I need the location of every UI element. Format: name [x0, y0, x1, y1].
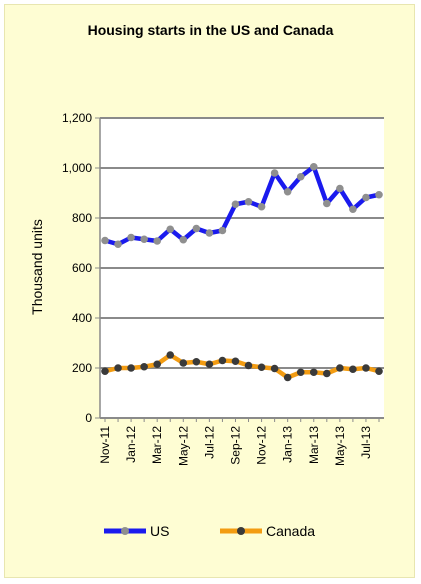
- series-layer: [101, 162, 383, 382]
- data-point-us: [192, 224, 201, 233]
- data-point-us: [349, 205, 357, 214]
- data-point-us: [270, 169, 279, 177]
- x-tick-label: Nov-11: [98, 426, 112, 464]
- series-line-canada: [104, 352, 380, 380]
- data-point-canada: [296, 368, 305, 377]
- data-point-canada: [127, 364, 135, 372]
- y-tick-label: 600: [72, 261, 92, 275]
- y-axis-label: Thousand units: [29, 219, 45, 315]
- data-point-canada: [323, 369, 331, 378]
- x-tick-label: May-12: [176, 426, 190, 466]
- data-point-canada: [192, 357, 201, 366]
- data-point-canada: [362, 364, 370, 372]
- y-tick-label: 1,000: [62, 161, 92, 175]
- x-tick-label: Nov-12: [255, 426, 269, 465]
- x-tick-label: Sep-12: [228, 426, 242, 465]
- data-point-canada: [336, 364, 344, 372]
- data-point-canada: [153, 360, 161, 369]
- data-point-canada: [244, 361, 253, 370]
- x-tick-label: Jul-13: [359, 426, 373, 459]
- legend-label-us: US: [150, 523, 169, 539]
- x-tick-label: Mar-13: [307, 426, 321, 464]
- x-tick-label: May-13: [333, 426, 347, 466]
- x-tick-label: Jan-13: [281, 426, 295, 463]
- data-point-canada: [140, 362, 148, 371]
- data-point-us: [218, 226, 227, 235]
- data-point-canada: [349, 365, 357, 374]
- data-point-canada: [101, 367, 109, 376]
- data-point-canada: [270, 364, 279, 373]
- data-point-us: [127, 233, 135, 242]
- legend-marker-us: [121, 527, 129, 535]
- data-point-us: [166, 225, 175, 234]
- data-point-us: [101, 236, 109, 245]
- data-point-us: [375, 190, 383, 199]
- data-point-us: [336, 184, 344, 193]
- legend-marker-canada: [237, 527, 245, 535]
- data-point-canada: [218, 356, 227, 365]
- y-axis-ticks: 0 200 400 600 800 1,000 1,200: [62, 111, 101, 425]
- series-line-us: [104, 164, 380, 247]
- data-point-canada: [309, 368, 318, 377]
- y-tick-label: 0: [85, 411, 92, 425]
- data-point-us: [205, 229, 214, 237]
- data-point-canada: [166, 351, 175, 359]
- data-point-us: [323, 199, 331, 208]
- data-point-canada: [205, 360, 214, 369]
- x-tick-label: Jul-12: [202, 426, 216, 459]
- data-point-us: [231, 200, 240, 209]
- data-point-us: [140, 235, 148, 244]
- chart-title: Housing starts in the US and Canada: [87, 22, 334, 38]
- y-tick-label: 1,200: [62, 111, 92, 125]
- data-point-canada: [257, 363, 266, 372]
- data-point-canada: [283, 373, 292, 382]
- legend: US Canada: [104, 523, 315, 539]
- data-point-us: [244, 197, 253, 206]
- data-point-canada: [231, 357, 240, 366]
- x-tick-label: Mar-12: [150, 426, 164, 464]
- y-tick-label: 200: [72, 361, 92, 375]
- data-point-canada: [375, 367, 383, 376]
- data-point-canada: [179, 359, 188, 367]
- data-point-us: [309, 162, 318, 171]
- data-point-us: [257, 202, 266, 211]
- y-tick-label: 400: [72, 311, 92, 325]
- data-point-us: [296, 172, 305, 181]
- data-point-canada: [114, 364, 122, 372]
- data-point-us: [153, 237, 161, 245]
- x-axis-ticks: Nov-11 Jan-12 Mar-12 May-12 Jul-12 Sep-12 Nov-…: [98, 418, 380, 466]
- legend-label-canada: Canada: [266, 523, 315, 539]
- data-point-us: [179, 235, 188, 244]
- data-point-us: [362, 193, 370, 202]
- x-tick-label: Jan-12: [124, 426, 138, 463]
- data-point-us: [114, 240, 122, 249]
- data-point-us: [283, 187, 292, 196]
- y-tick-label: 800: [72, 211, 92, 225]
